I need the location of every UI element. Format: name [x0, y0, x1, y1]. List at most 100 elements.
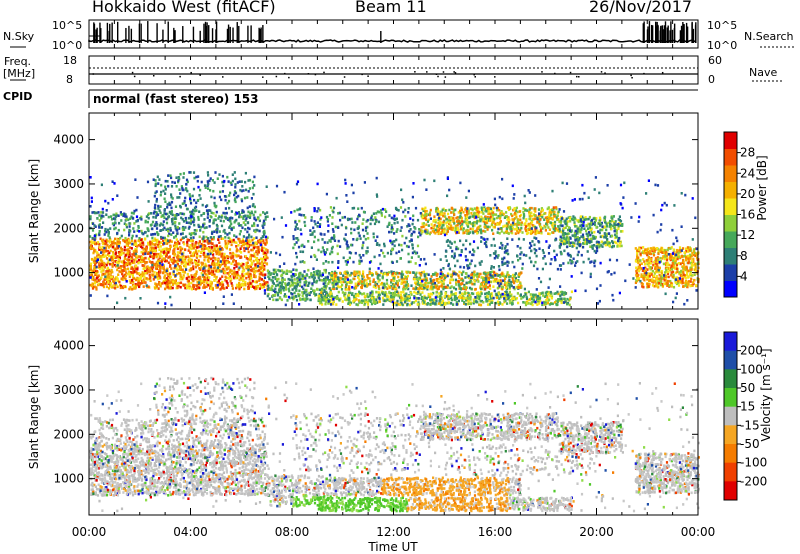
power-cell — [454, 224, 457, 228]
power-cell — [244, 214, 247, 218]
power-cell — [241, 273, 244, 276]
power-cell — [286, 299, 289, 302]
power-cell — [507, 216, 510, 220]
power-cell — [171, 283, 174, 286]
power-cell — [227, 273, 231, 277]
power-cell — [248, 258, 251, 261]
power-cell — [173, 236, 176, 239]
power-cell — [352, 300, 355, 303]
power-cell — [512, 218, 515, 221]
power-cell — [385, 292, 388, 296]
power-cell — [154, 246, 157, 249]
power-cell — [352, 294, 356, 298]
power-cell — [176, 282, 179, 285]
power-cell — [542, 294, 545, 297]
power-cell — [113, 263, 116, 267]
power-cell — [251, 279, 254, 283]
power-cell — [372, 299, 375, 303]
power-cell — [112, 280, 115, 283]
power-cell — [323, 279, 326, 282]
power-cell — [292, 297, 295, 301]
power-cell — [402, 298, 405, 302]
power-cell — [235, 255, 238, 258]
power-cell — [100, 226, 104, 229]
power-cell — [210, 284, 213, 288]
power-cell — [459, 287, 462, 290]
power-cell — [137, 261, 140, 265]
power-cell — [437, 287, 440, 290]
power-cell — [169, 275, 172, 279]
power-cell — [528, 210, 531, 214]
power-cell — [206, 276, 210, 280]
power-cell — [192, 278, 195, 282]
power-cell — [190, 267, 193, 271]
power-cell — [492, 232, 495, 235]
power-cell — [181, 226, 184, 230]
power-cell — [133, 243, 136, 246]
power-cell — [127, 242, 130, 245]
power-cell — [167, 234, 170, 238]
power-cell — [94, 263, 97, 266]
power-cell — [438, 213, 442, 216]
power-cell — [252, 270, 255, 273]
power-cell — [180, 276, 183, 279]
power-cell — [492, 280, 495, 283]
power-cell — [177, 180, 180, 184]
power-cell — [556, 218, 559, 222]
power-cell — [185, 221, 188, 224]
power-cell — [238, 213, 241, 216]
power-cell — [331, 302, 334, 305]
power-cell — [140, 229, 143, 233]
power-cell — [538, 298, 541, 301]
power-cell — [276, 283, 279, 287]
power-cell — [235, 195, 238, 199]
power-cell — [266, 250, 269, 254]
power-cell — [490, 297, 493, 301]
power-cell — [557, 225, 560, 228]
power-cell — [421, 291, 424, 294]
power-cell — [459, 212, 462, 215]
power-cell — [369, 283, 372, 286]
power-cell — [185, 235, 188, 238]
power-cell — [166, 267, 169, 271]
power-cell — [212, 189, 215, 193]
power-cell — [127, 251, 130, 254]
power-cell — [229, 280, 232, 283]
power-cell — [233, 171, 236, 174]
power-cell — [301, 294, 304, 298]
power-cell — [421, 207, 424, 211]
power-cell — [455, 283, 458, 286]
power-cell — [403, 284, 406, 288]
power-cell — [102, 215, 105, 218]
power-cell — [515, 213, 518, 216]
power-cell — [242, 263, 245, 266]
power-cell — [158, 281, 161, 285]
power-cell — [114, 248, 117, 251]
power-cell — [215, 223, 218, 227]
power-cell — [104, 254, 107, 257]
power-cell — [295, 298, 299, 302]
power-cell — [548, 291, 551, 294]
power-cell — [176, 251, 179, 254]
power-cell — [324, 276, 327, 279]
power-cell — [168, 255, 171, 258]
power-cell — [450, 293, 453, 297]
power-cell — [461, 223, 464, 226]
power-cell — [341, 300, 344, 303]
power-cell — [238, 274, 241, 278]
power-cell — [241, 266, 244, 269]
power-cell — [112, 250, 115, 254]
power-cell — [495, 216, 499, 220]
power-cell — [527, 298, 530, 302]
power-cell — [344, 291, 347, 295]
power-cell — [458, 222, 462, 225]
power-cell — [123, 255, 127, 259]
power-cell — [124, 278, 127, 281]
power-cell — [272, 272, 275, 275]
power-cell — [293, 286, 296, 289]
power-cell — [170, 193, 173, 196]
power-cell — [233, 276, 236, 280]
power-cell — [355, 298, 358, 301]
power-cell — [400, 282, 403, 285]
power-cell — [105, 257, 109, 260]
